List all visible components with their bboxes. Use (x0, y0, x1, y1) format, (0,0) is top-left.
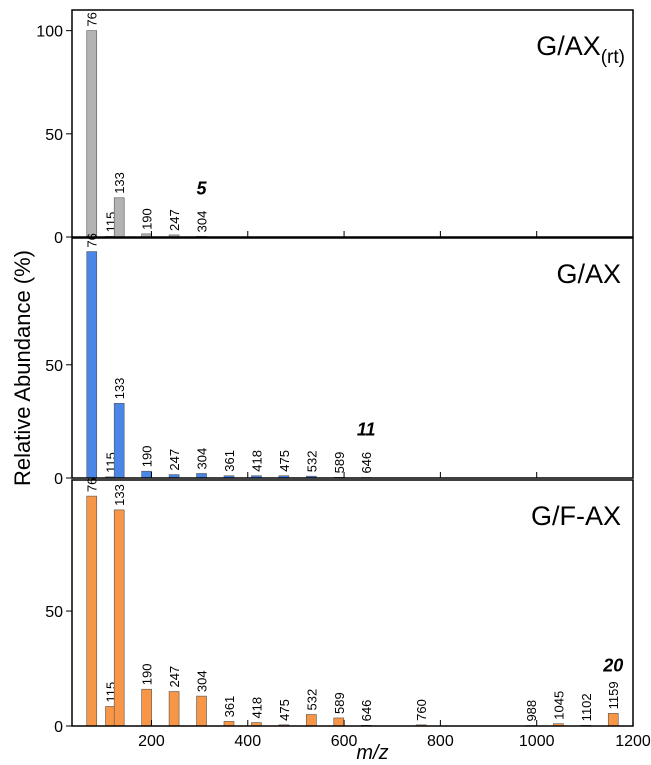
panel-label-sub: (rt) (601, 47, 625, 68)
panel-label-main: G/F-AX (531, 501, 621, 531)
data-label: 1159 (606, 681, 621, 709)
x-tick-label: 1200 (615, 733, 651, 750)
y-tick-label: 50 (45, 604, 63, 621)
y-tick-label: 0 (54, 719, 63, 736)
data-label: 76 (85, 12, 100, 26)
panel-frame (71, 479, 634, 727)
data-label: 133 (112, 378, 127, 400)
data-label: 361 (222, 696, 237, 718)
bar (113, 402, 125, 479)
bar (86, 30, 98, 238)
annotation: 5 (197, 178, 208, 198)
bar (168, 691, 180, 727)
panel-label-main: G/AX (556, 259, 621, 289)
data-label: 133 (112, 484, 127, 506)
data-label: 304 (195, 670, 210, 692)
annotation: 11 (357, 420, 376, 440)
x-tick-label: 800 (427, 733, 454, 750)
bar (113, 197, 125, 238)
data-label: 589 (332, 692, 347, 714)
y-tick-label: 50 (45, 127, 63, 144)
data-label: 589 (332, 452, 347, 474)
data-label: 646 (359, 700, 374, 722)
bar (86, 251, 98, 479)
y-axis-label: Relative Abundance (%) (10, 250, 35, 486)
bar (607, 713, 619, 727)
y-tick-label: 0 (54, 230, 63, 247)
data-label: 247 (167, 209, 182, 231)
data-label: 304 (195, 448, 210, 470)
y-tick-label: 100 (36, 24, 63, 41)
panel-label-main: G/AX (536, 31, 601, 61)
data-label: 475 (277, 699, 292, 721)
data-label: 1102 (579, 693, 594, 721)
data-label: 247 (167, 449, 182, 471)
bar (306, 714, 317, 727)
data-label: 304 (195, 211, 210, 233)
data-label: 190 (140, 446, 155, 468)
data-label: 1045 (551, 691, 566, 720)
data-label: 133 (112, 172, 127, 194)
panel-label: G/AX(rt) (536, 31, 625, 68)
bar (333, 717, 345, 727)
data-label: 646 (359, 452, 374, 474)
x-tick-label: 200 (138, 733, 165, 750)
data-label: 76 (85, 478, 100, 492)
data-label: 418 (249, 450, 264, 472)
bar (113, 509, 125, 727)
data-label: 760 (414, 699, 429, 721)
data-label: 988 (524, 700, 539, 722)
data-label: 361 (222, 450, 237, 472)
panel-frame (71, 237, 634, 479)
bar (196, 695, 207, 727)
data-label: 190 (140, 208, 155, 230)
panel-label: G/F-AX (531, 501, 621, 531)
bar (141, 688, 152, 727)
data-label: 190 (140, 664, 155, 686)
bar (141, 470, 152, 479)
data-label: 418 (249, 697, 264, 719)
annotation: 20 (602, 655, 623, 675)
panel-label: G/AX (556, 259, 621, 289)
panel-frame (71, 9, 634, 238)
data-label: 247 (167, 666, 182, 688)
data-label: 532 (304, 450, 319, 472)
x-tick-label: 400 (234, 733, 261, 750)
x-axis-label: m/z (356, 742, 388, 764)
x-tick-label: 600 (331, 733, 358, 750)
y-tick-label: 50 (45, 358, 63, 375)
bar (86, 495, 98, 727)
data-label: 475 (277, 450, 292, 472)
x-tick-label: 1000 (519, 733, 555, 750)
data-label: 532 (304, 689, 319, 711)
y-tick-label: 0 (54, 471, 63, 488)
data-label: 76 (85, 233, 100, 247)
